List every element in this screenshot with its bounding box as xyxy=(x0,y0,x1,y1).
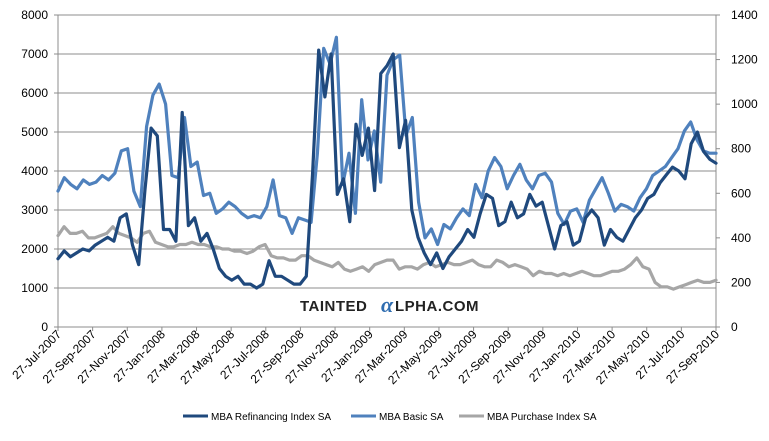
series-line-refi xyxy=(56,48,718,290)
right-tick-label: 600 xyxy=(731,186,751,200)
watermark-prefix: TAINTED xyxy=(300,298,367,315)
right-tick-label: 1200 xyxy=(731,53,758,67)
series-line-basic xyxy=(56,35,718,247)
left-tick-label: 1000 xyxy=(21,281,48,295)
left-tick-label: 8000 xyxy=(21,8,48,22)
left-tick-label: 4000 xyxy=(21,164,48,178)
series-group xyxy=(56,35,718,291)
watermark: TAINTED α LPHA.COM xyxy=(296,291,493,319)
left-tick-label: 3000 xyxy=(21,203,48,217)
watermark-box xyxy=(296,291,493,319)
legend-label-purchase: MBA Purchase Index SA xyxy=(487,412,597,423)
left-tick-label: 2000 xyxy=(21,242,48,256)
right-tick-label: 1400 xyxy=(731,8,758,22)
watermark-suffix: LPHA.COM xyxy=(395,298,479,315)
legend-label-refi: MBA Refinancing Index SA xyxy=(211,412,331,423)
right-axis: 0 200 400 600 800 1000 1200 1400 xyxy=(715,8,758,334)
right-tick-label: 1000 xyxy=(731,97,758,111)
legend: MBA Refinancing Index SA MBA Basic SA MB… xyxy=(183,412,597,423)
right-tick-label: 0 xyxy=(731,320,738,334)
legend-label-basic: MBA Basic SA xyxy=(379,412,444,423)
series-line-purchase xyxy=(56,225,718,291)
left-axis: 0 1000 2000 3000 4000 5000 6000 7000 8000 xyxy=(21,8,59,334)
right-tick-label: 800 xyxy=(731,142,751,156)
left-tick-label: 6000 xyxy=(21,86,48,100)
right-tick-label: 400 xyxy=(731,231,751,245)
left-tick-label: 7000 xyxy=(21,47,48,61)
watermark-alpha: α xyxy=(381,292,394,317)
left-tick-label: 0 xyxy=(41,320,48,334)
left-tick-label: 5000 xyxy=(21,125,48,139)
right-tick-label: 200 xyxy=(731,275,751,289)
